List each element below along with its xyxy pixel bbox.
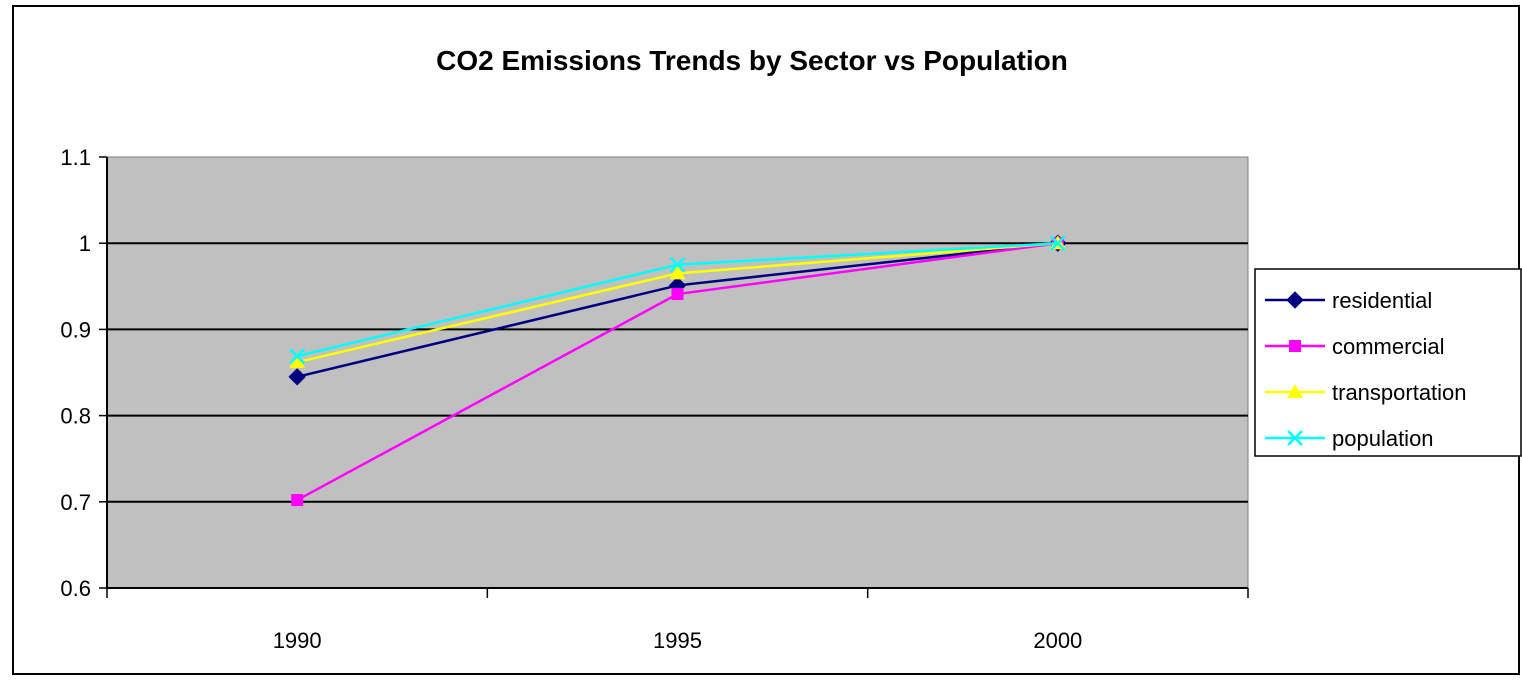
chart-title: CO2 Emissions Trends by Sector vs Popula…: [436, 45, 1068, 76]
legend-item-population: population: [1265, 426, 1434, 451]
marker-stroke: [669, 256, 686, 273]
y-tick-label: 1: [79, 231, 91, 256]
x-tick-label: 2000: [1033, 628, 1082, 653]
residential-point: [288, 368, 306, 386]
marker-stroke: [1049, 235, 1066, 252]
legend-label: population: [1332, 426, 1434, 451]
legend-label: commercial: [1332, 334, 1444, 359]
x-tick-label: 1995: [653, 628, 702, 653]
population-point: [669, 256, 686, 273]
y-tick-label: 0.7: [60, 490, 91, 515]
y-tick-label: 0.8: [60, 404, 91, 429]
commercial-point: [291, 494, 304, 507]
series-population: [289, 235, 1066, 365]
transportation-point: [289, 354, 306, 369]
legend-label: residential: [1332, 288, 1432, 313]
legend-marker: [1287, 384, 1303, 398]
legend-marker: [1289, 340, 1301, 352]
x-axis-ticks: 1990 1995 2000: [106, 588, 1249, 653]
x-tick-label: 1990: [273, 628, 322, 653]
y-tick-label: 0.6: [60, 576, 91, 601]
transportation-point: [669, 265, 686, 280]
y-axis-ticks: 0.6 0.7 0.8 0.9 1 1.1: [60, 145, 107, 601]
commercial-point: [671, 288, 684, 301]
legend-marker: [1287, 430, 1303, 446]
y-tick-label: 1.1: [60, 145, 91, 170]
y-tick-label: 0.9: [60, 317, 91, 342]
series-layer: [288, 234, 1067, 507]
marker-stroke: [1287, 430, 1303, 446]
legend: residential commercial transportation popul…: [1254, 268, 1522, 457]
legend-marker: [1286, 291, 1304, 309]
legend-item-residential: residential: [1265, 288, 1432, 313]
marker-stroke: [289, 348, 306, 365]
population-point: [1049, 235, 1066, 252]
legend-item-commercial: commercial: [1265, 334, 1444, 359]
legend-item-transportation: transportation: [1265, 380, 1467, 405]
legend-label: transportation: [1332, 380, 1467, 405]
plot-area: [106, 156, 1249, 589]
population-point: [289, 348, 306, 365]
axes: [106, 157, 1248, 589]
